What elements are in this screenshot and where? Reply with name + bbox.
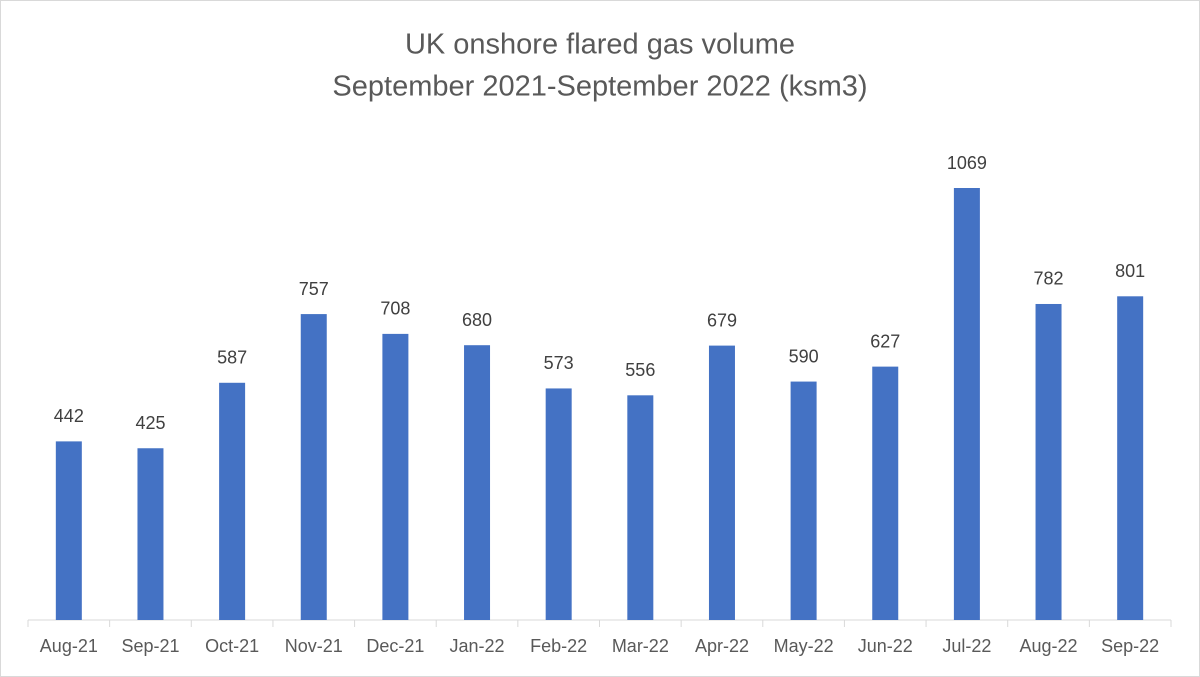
x-tick-label: Sep-21 [121, 636, 179, 656]
x-tick-label: Feb-22 [530, 636, 587, 656]
bar [872, 366, 899, 620]
bar [55, 441, 82, 620]
bar [464, 345, 491, 620]
data-label: 425 [135, 413, 165, 433]
data-label: 680 [462, 310, 492, 330]
bar [708, 345, 735, 620]
data-label: 556 [625, 360, 655, 380]
x-tick-label: Apr-22 [695, 636, 749, 656]
data-label: 1069 [947, 153, 987, 173]
x-tick-label: Dec-21 [366, 636, 424, 656]
data-label: 708 [380, 299, 410, 319]
bar [137, 448, 164, 620]
data-label: 801 [1115, 261, 1145, 281]
data-label: 757 [299, 279, 329, 299]
bar [790, 381, 817, 620]
data-label: 679 [707, 310, 737, 330]
chart-title: UK onshore flared gas volume [405, 29, 795, 61]
bar [219, 382, 246, 620]
data-label: 627 [870, 331, 900, 351]
x-tick-label: May-22 [774, 636, 834, 656]
x-tick-label: Aug-22 [1020, 636, 1078, 656]
x-tick-label: Aug-21 [40, 636, 98, 656]
data-label: 442 [54, 406, 84, 426]
x-tick-label: Oct-21 [205, 636, 259, 656]
x-tick-label: Jul-22 [942, 636, 991, 656]
data-label: 590 [789, 346, 819, 366]
x-tick-label: Jun-22 [858, 636, 913, 656]
data-label: 782 [1034, 269, 1064, 289]
bar [1035, 303, 1062, 620]
x-tick-label: Mar-22 [612, 636, 669, 656]
bar [953, 188, 980, 620]
chart-subtitle: September 2021-September 2022 (ksm3) [332, 71, 867, 103]
x-tick-label: Nov-21 [285, 636, 343, 656]
bar [300, 314, 327, 620]
x-tick-label: Sep-22 [1101, 636, 1159, 656]
data-label: 587 [217, 348, 247, 368]
bar [1117, 296, 1144, 620]
bar [545, 388, 572, 620]
bar [382, 333, 409, 620]
bar [627, 395, 654, 620]
data-label: 573 [544, 353, 574, 373]
x-tick-label: Jan-22 [450, 636, 505, 656]
